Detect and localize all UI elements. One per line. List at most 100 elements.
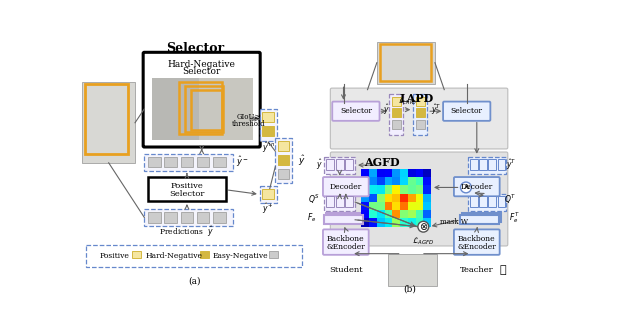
FancyBboxPatch shape xyxy=(443,102,490,121)
Bar xyxy=(278,141,289,151)
Text: Student: Student xyxy=(329,266,363,274)
Text: LAPD: LAPD xyxy=(400,93,435,104)
Bar xyxy=(408,210,415,218)
Text: Selector: Selector xyxy=(451,107,483,115)
Bar xyxy=(213,212,226,223)
FancyBboxPatch shape xyxy=(323,229,369,255)
Bar xyxy=(362,194,369,202)
Bar xyxy=(362,169,431,227)
Bar xyxy=(262,126,274,136)
Bar xyxy=(408,202,415,210)
Bar xyxy=(415,185,423,194)
Bar xyxy=(326,159,334,170)
Bar xyxy=(377,177,385,185)
Text: $F_e$: $F_e$ xyxy=(307,211,316,224)
Bar xyxy=(400,202,408,210)
Bar xyxy=(415,202,423,210)
Bar xyxy=(385,218,392,227)
Text: Selector: Selector xyxy=(169,190,205,198)
Bar xyxy=(86,245,301,267)
Bar xyxy=(470,196,477,207)
Text: threshold: threshold xyxy=(232,119,266,127)
Bar xyxy=(345,159,353,170)
Text: Easy-Negative: Easy-Negative xyxy=(212,252,268,260)
Text: A: A xyxy=(463,183,468,191)
Bar xyxy=(262,112,274,122)
Text: Selector: Selector xyxy=(166,42,224,54)
Bar xyxy=(152,78,253,140)
Text: 🔒: 🔒 xyxy=(499,265,506,275)
Text: Positive: Positive xyxy=(99,252,129,260)
Text: $\hat{y}$: $\hat{y}$ xyxy=(298,153,305,168)
Bar xyxy=(385,185,392,194)
Bar xyxy=(462,213,501,222)
Bar xyxy=(369,177,377,185)
Bar xyxy=(400,194,408,202)
Bar xyxy=(415,177,423,185)
Bar xyxy=(488,196,496,207)
Text: (b): (b) xyxy=(403,284,416,294)
Bar xyxy=(385,194,392,202)
Bar xyxy=(164,212,177,223)
Bar xyxy=(213,157,226,167)
Bar xyxy=(385,169,392,177)
Bar xyxy=(408,177,415,185)
Bar xyxy=(200,250,209,258)
Bar xyxy=(400,218,408,227)
Text: $F_e^T$: $F_e^T$ xyxy=(509,210,519,225)
Text: $\hat{y}^T$: $\hat{y}^T$ xyxy=(431,102,442,117)
Bar xyxy=(278,155,289,165)
Bar xyxy=(423,185,431,194)
Bar xyxy=(385,202,392,210)
Bar xyxy=(423,210,431,218)
Bar xyxy=(392,210,400,218)
Bar xyxy=(152,78,198,140)
Bar xyxy=(392,108,401,117)
Bar xyxy=(400,210,408,218)
Bar xyxy=(336,196,344,207)
Bar xyxy=(362,210,369,218)
Text: Backbone: Backbone xyxy=(327,235,365,243)
Circle shape xyxy=(418,221,429,232)
Text: Positive: Positive xyxy=(171,182,204,190)
Bar xyxy=(369,218,377,227)
FancyBboxPatch shape xyxy=(330,88,508,149)
Bar xyxy=(362,169,369,177)
Bar xyxy=(392,177,400,185)
Bar xyxy=(392,169,400,177)
Bar xyxy=(467,194,506,211)
Bar xyxy=(191,90,222,130)
Bar xyxy=(324,194,355,211)
Bar xyxy=(415,210,423,218)
Bar xyxy=(84,84,128,153)
Bar xyxy=(345,196,353,207)
Text: $\hat{y}$: $\hat{y}$ xyxy=(316,158,323,172)
Bar xyxy=(467,157,506,174)
Bar xyxy=(385,177,392,185)
Text: AGFD: AGFD xyxy=(364,157,400,168)
Bar xyxy=(362,185,369,194)
Bar xyxy=(389,93,403,135)
Text: Decoder: Decoder xyxy=(461,183,493,191)
Bar xyxy=(392,202,400,210)
Bar xyxy=(488,159,496,170)
Bar xyxy=(369,185,377,194)
Bar xyxy=(385,210,392,218)
FancyBboxPatch shape xyxy=(323,177,369,196)
Bar xyxy=(377,194,385,202)
Bar xyxy=(362,202,369,210)
Bar xyxy=(260,109,277,141)
Bar xyxy=(470,159,477,170)
Bar xyxy=(479,196,487,207)
Bar xyxy=(423,177,431,185)
Bar xyxy=(377,42,435,84)
Bar xyxy=(336,159,344,170)
Bar xyxy=(415,169,423,177)
Bar xyxy=(148,212,161,223)
Bar xyxy=(186,86,223,132)
Bar xyxy=(400,177,408,185)
Text: Selector: Selector xyxy=(340,107,372,115)
FancyBboxPatch shape xyxy=(454,177,500,196)
Text: $\hat{y}$: $\hat{y}$ xyxy=(383,102,390,117)
Text: GIoU≥: GIoU≥ xyxy=(237,113,261,120)
